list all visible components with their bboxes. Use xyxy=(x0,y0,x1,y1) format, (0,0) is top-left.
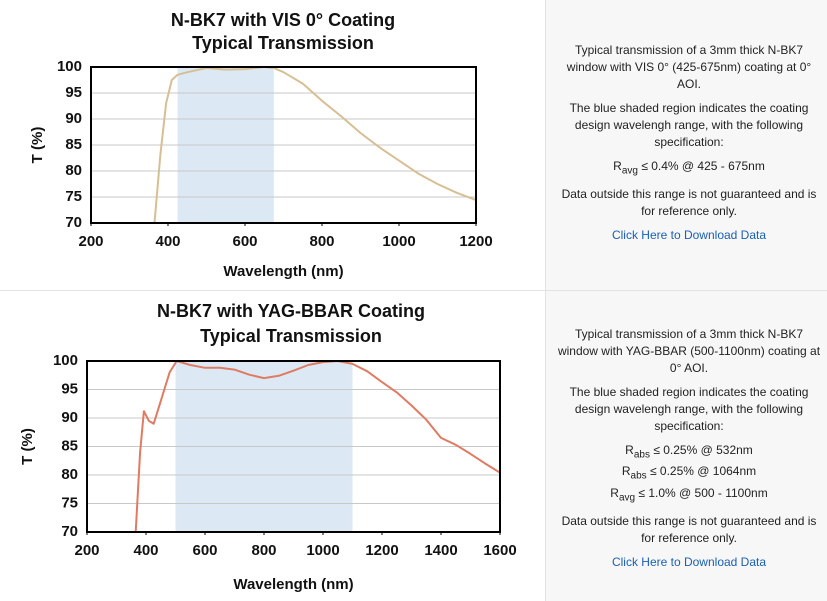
y-tick-label: 80 xyxy=(65,162,82,179)
charts: 70 75 80 85 90 95 100 200 400 600 800 1000 1200 N-BK7… xyxy=(19,10,517,593)
divider xyxy=(0,290,827,291)
y-tick-label: 90 xyxy=(61,409,78,426)
spec-symbol: R xyxy=(613,159,622,173)
x-tick-label: 400 xyxy=(155,233,180,250)
panel-text: Typical transmission of a 3mm thick N-BK… xyxy=(556,42,822,244)
chart-subtitle: Typical Transmission xyxy=(200,326,382,346)
spec-text: ≤ 0.4% @ 425 - 675nm xyxy=(641,159,765,173)
spec-text: ≤ 0.25% @ 532nm xyxy=(653,443,753,457)
spec-text: ≤ 1.0% @ 500 - 1100nm xyxy=(638,485,768,500)
transmission-line xyxy=(153,66,477,224)
y-tick-label: 75 xyxy=(65,188,82,205)
x-tick-label: 1400 xyxy=(424,542,457,559)
paragraph: Typical transmission of a 3mm thick N-BK… xyxy=(566,43,812,91)
spec-text: ≤ 0.25% @ 1064nm xyxy=(649,464,757,479)
x-axis-label: Wavelength (nm) xyxy=(233,576,353,593)
side-panel: Typical transmission of a 3mm thick N-BK… xyxy=(545,0,827,290)
spec: Ravg ≤ 0.4% @ 425 - 675nm xyxy=(556,158,822,179)
x-tick-label: 1000 xyxy=(382,233,415,250)
x-tick-label: 1600 xyxy=(483,542,516,559)
y-axis-label: T (%) xyxy=(19,428,36,465)
chart-title: N-BK7 with VIS 0° Coating xyxy=(171,10,395,30)
x-tick-label: 1200 xyxy=(459,233,492,250)
y-tick-label: 100 xyxy=(57,58,82,75)
plot-frame xyxy=(90,66,477,224)
spec: Rabs ≤ 0.25% @ 532nm xyxy=(556,442,822,463)
x-tick-label: 200 xyxy=(74,542,99,559)
paragraph: The blue shaded region indicates the coa… xyxy=(569,385,809,433)
x-tick-label: 800 xyxy=(251,542,276,559)
chart-subtitle: Typical Transmission xyxy=(192,33,374,53)
note: Data outside this range is not guarantee… xyxy=(561,187,817,219)
y-tick-label: 85 xyxy=(65,136,82,153)
y-tick-label: 75 xyxy=(61,494,78,511)
y-tick-label: 70 xyxy=(61,523,78,540)
download-link[interactable]: Click Here to Download Data xyxy=(611,228,767,243)
y-tick-label: 95 xyxy=(65,84,82,101)
x-axis-label: Wavelength (nm) xyxy=(223,263,343,280)
x-tick-label: 1200 xyxy=(365,542,398,559)
chart-title: N-BK7 with YAG-BBAR Coating xyxy=(157,301,425,321)
side-panel: Typical transmission of a 3mm thick N-BK… xyxy=(545,290,827,601)
download-link[interactable]: Click Here to Download Data xyxy=(611,555,767,570)
y-tick-label: 100 xyxy=(53,352,78,369)
spec-sub: abs xyxy=(633,449,650,461)
y-tick-label: 95 xyxy=(61,380,78,397)
spec-sub: avg xyxy=(621,165,638,177)
spec-sub: avg xyxy=(618,492,636,504)
y-axis-label: T (%) xyxy=(29,127,46,164)
spec-symbol: R xyxy=(610,485,619,500)
x-tick-label: 600 xyxy=(192,542,217,559)
transmission-line xyxy=(134,360,501,533)
x-tick-label: 800 xyxy=(309,233,334,250)
x-tick-label: 1000 xyxy=(306,542,339,559)
spec: Rabs ≤ 0.25% @ 1064nm xyxy=(556,463,822,484)
paragraph: The blue shaded region indicates the coa… xyxy=(569,101,809,149)
spec-symbol: R xyxy=(625,443,634,457)
y-tick-label: 85 xyxy=(61,437,78,454)
spec-sub: abs xyxy=(630,470,647,482)
y-tick-label: 70 xyxy=(65,214,82,231)
y-tick-label: 90 xyxy=(65,110,82,127)
spec-symbol: R xyxy=(621,464,631,479)
spec: Ravg ≤ 1.0% @ 500 - 1100nm xyxy=(556,485,822,506)
x-tick-label: 400 xyxy=(133,542,158,559)
panel-text: Typical transmission of a 3mm thick N-BK… xyxy=(556,326,822,571)
x-tick-label: 200 xyxy=(78,233,103,250)
x-tick-label: 600 xyxy=(232,233,257,250)
y-tick-label: 80 xyxy=(61,466,78,483)
plot-frame xyxy=(86,360,501,533)
note: Data outside this range is not guarantee… xyxy=(561,514,817,546)
paragraph: Typical transmission of a 3mm thick N-BK… xyxy=(557,327,821,375)
